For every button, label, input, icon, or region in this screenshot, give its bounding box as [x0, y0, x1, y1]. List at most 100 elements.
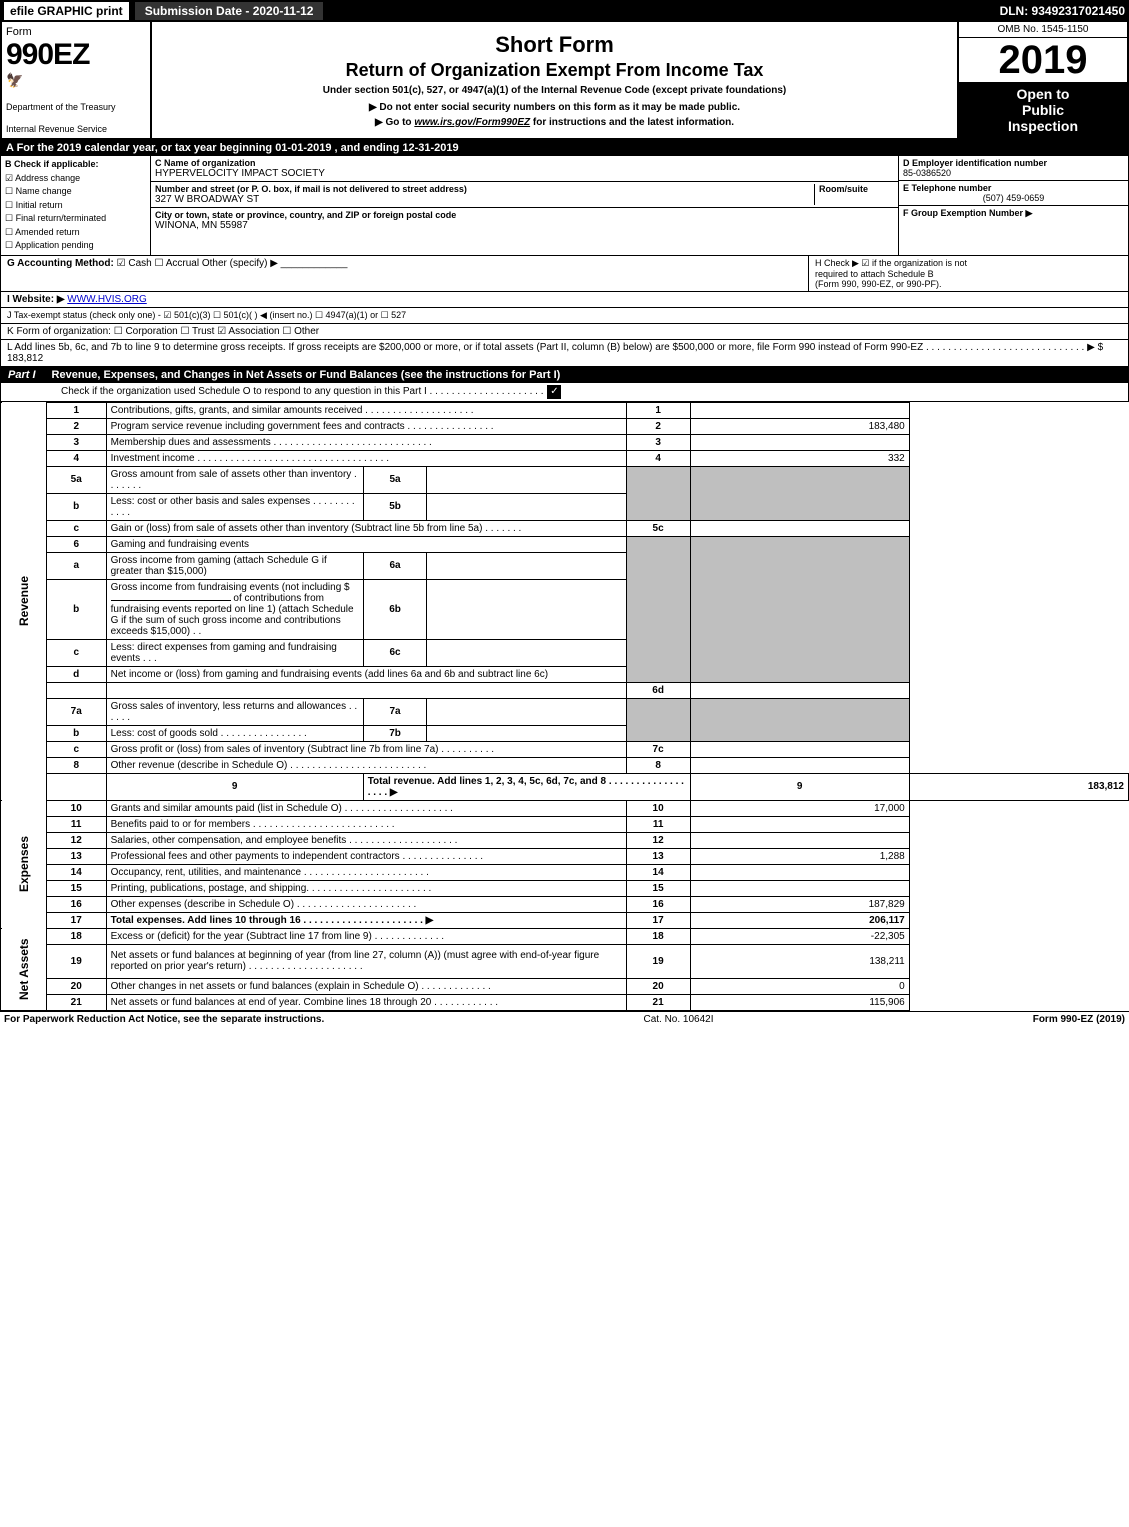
org-name-value: HYPERVELOCITY IMPACT SOCIETY: [155, 168, 894, 179]
ssn-warning: ▶ Do not enter social security numbers o…: [369, 102, 740, 113]
short-form-title: Short Form: [495, 32, 614, 58]
chk-app-pending[interactable]: ☐ Application pending: [5, 239, 146, 253]
line-6d-right: 6d: [1, 682, 1129, 698]
group-exemption-label: F Group Exemption Number ▶: [903, 208, 1032, 218]
line-14: 14 Occupancy, rent, utilities, and maint…: [1, 864, 1129, 880]
tax-year: 2019: [959, 38, 1127, 82]
chk-accrual[interactable]: ☐ Accrual: [155, 258, 200, 269]
top-bar: efile GRAPHIC print Submission Date - 20…: [0, 0, 1129, 22]
part1-header: Part I Revenue, Expenses, and Changes in…: [0, 367, 1129, 383]
box-j: J Tax-exempt status (check only one) - ☑…: [0, 308, 1129, 324]
instructions-link-line: ▶ Go to www.irs.gov/Form990EZ for instru…: [375, 117, 734, 128]
line-16: 16 Other expenses (describe in Schedule …: [1, 896, 1129, 912]
link-prefix: ▶ Go to: [375, 117, 414, 128]
schedule-o-checkbox[interactable]: ✓: [547, 385, 561, 399]
line-4: 4 Investment income . . . . . . . . . . …: [1, 450, 1129, 466]
box-l-text: L Add lines 5b, 6c, and 7b to line 9 to …: [7, 342, 1103, 353]
line-11: 11 Benefits paid to or for members . . .…: [1, 816, 1129, 832]
line-6: 6 Gaming and fundraising events: [1, 536, 1129, 552]
box-d: D Employer identification number 85-0386…: [899, 156, 1128, 181]
phone-value: (507) 459-0659: [903, 193, 1124, 203]
chk-cash[interactable]: ☑ Cash: [117, 258, 152, 269]
footer-catno: Cat. No. 10642I: [643, 1014, 713, 1025]
irs-label: Internal Revenue Service: [6, 124, 146, 134]
room-label: Room/suite: [819, 184, 894, 194]
open-line2: Public: [961, 102, 1125, 118]
line-15: 15 Printing, publications, postage, and …: [1, 880, 1129, 896]
irs-seal-icon: 🦅: [6, 72, 146, 89]
header-right: OMB No. 1545-1150 2019 Open to Public In…: [957, 22, 1127, 138]
line-20: 20 Other changes in net assets or fund b…: [1, 978, 1129, 994]
open-line3: Inspection: [961, 118, 1125, 134]
revenue-side-label: Revenue: [1, 402, 47, 800]
line-1: Revenue 1 Contributions, gifts, grants, …: [1, 402, 1129, 418]
line-10: Expenses 10 Grants and similar amounts p…: [1, 800, 1129, 816]
dln-number: DLN: 93492317021450: [1000, 4, 1125, 18]
tax-period-row: A For the 2019 calendar year, or tax yea…: [0, 140, 1129, 156]
box-l-value: 183,812: [7, 353, 43, 364]
box-h-line3: (Form 990, 990-EZ, or 990-PF).: [815, 279, 1122, 289]
line-7c: c Gross profit or (loss) from sales of i…: [1, 741, 1129, 757]
line-5a: 5a Gross amount from sale of assets othe…: [1, 466, 1129, 493]
return-title: Return of Organization Exempt From Incom…: [346, 60, 764, 81]
netassets-side-label: Net Assets: [1, 928, 47, 1010]
omb-number: OMB No. 1545-1150: [959, 22, 1127, 38]
part1-label: Part I: [0, 367, 44, 383]
efile-label[interactable]: efile GRAPHIC print: [4, 2, 129, 20]
street-value: 327 W BROADWAY ST: [155, 194, 814, 205]
line-18: Net Assets 18 Excess or (deficit) for th…: [1, 928, 1129, 944]
line-5b: b Less: cost or other basis and sales ex…: [1, 493, 1129, 520]
line-6d: d Net income or (loss) from gaming and f…: [1, 666, 1129, 682]
box-e: E Telephone number (507) 459-0659: [899, 181, 1128, 206]
row-gh: G Accounting Method: ☑ Cash ☐ Accrual Ot…: [0, 256, 1129, 292]
org-name-row: C Name of organization HYPERVELOCITY IMP…: [151, 156, 898, 182]
chk-other-method[interactable]: Other (specify) ▶ ____________: [202, 258, 348, 269]
part1-table: Revenue 1 Contributions, gifts, grants, …: [0, 402, 1129, 1011]
footer-right: Form 990-EZ (2019): [1033, 1014, 1125, 1025]
expenses-side-label: Expenses: [1, 800, 47, 928]
line-2: 2 Program service revenue including gove…: [1, 418, 1129, 434]
line-9: 9 Total revenue. Add lines 1, 2, 3, 4, 5…: [1, 773, 1129, 800]
box-b-title: B Check if applicable:: [5, 158, 146, 172]
open-to-public-badge: Open to Public Inspection: [959, 82, 1127, 138]
street-label: Number and street (or P. O. box, if mail…: [155, 184, 814, 194]
line-7b: b Less: cost of goods sold . . . . . . .…: [1, 725, 1129, 741]
open-line1: Open to: [961, 86, 1125, 102]
city-label: City or town, state or province, country…: [155, 210, 894, 220]
info-grid: B Check if applicable: ☑ Address change …: [0, 156, 1129, 256]
line-21: 21 Net assets or fund balances at end of…: [1, 994, 1129, 1010]
instructions-url[interactable]: www.irs.gov/Form990EZ: [414, 117, 530, 128]
box-h: H Check ▶ ☑ if the organization is not r…: [808, 256, 1128, 291]
chk-initial-return[interactable]: ☐ Initial return: [5, 199, 146, 213]
header-left: Form 990EZ 🦅 Department of the Treasury …: [2, 22, 152, 138]
line-6b-blank[interactable]: [111, 600, 231, 601]
part1-title: Revenue, Expenses, and Changes in Net As…: [52, 367, 1129, 383]
link-suffix: for instructions and the latest informat…: [530, 117, 734, 128]
box-h-line2: required to attach Schedule B: [815, 269, 1122, 279]
website-link[interactable]: WWW.HVIS.ORG: [67, 294, 146, 305]
header-center: Short Form Return of Organization Exempt…: [152, 22, 957, 138]
line-19: 19 Net assets or fund balances at beginn…: [1, 944, 1129, 978]
line-3: 3 Membership dues and assessments . . . …: [1, 434, 1129, 450]
phone-label: E Telephone number: [903, 183, 1124, 193]
chk-amended[interactable]: ☐ Amended return: [5, 226, 146, 240]
line-12: 12 Salaries, other compensation, and emp…: [1, 832, 1129, 848]
chk-final-return[interactable]: ☐ Final return/terminated: [5, 212, 146, 226]
line-6a: a Gross income from gaming (attach Sched…: [1, 552, 1129, 579]
box-c: C Name of organization HYPERVELOCITY IMP…: [151, 156, 898, 255]
box-b: B Check if applicable: ☑ Address change …: [1, 156, 151, 255]
line-7a: 7a Gross sales of inventory, less return…: [1, 698, 1129, 725]
line-13: 13 Professional fees and other payments …: [1, 848, 1129, 864]
chk-address-change[interactable]: ☑ Address change: [5, 172, 146, 186]
box-def: D Employer identification number 85-0386…: [898, 156, 1128, 255]
footer-left: For Paperwork Reduction Act Notice, see …: [4, 1014, 324, 1025]
schedule-o-text: Check if the organization used Schedule …: [61, 386, 543, 397]
box-k: K Form of organization: ☐ Corporation ☐ …: [0, 324, 1129, 340]
page-footer: For Paperwork Reduction Act Notice, see …: [0, 1011, 1129, 1027]
chk-name-change[interactable]: ☐ Name change: [5, 185, 146, 199]
website-label: I Website: ▶: [7, 294, 65, 305]
schedule-o-check-row: Check if the organization used Schedule …: [0, 383, 1129, 402]
accounting-method-label: G Accounting Method:: [7, 258, 114, 269]
line-5c: c Gain or (loss) from sale of assets oth…: [1, 520, 1129, 536]
subtitle: Under section 501(c), 527, or 4947(a)(1)…: [323, 85, 786, 96]
